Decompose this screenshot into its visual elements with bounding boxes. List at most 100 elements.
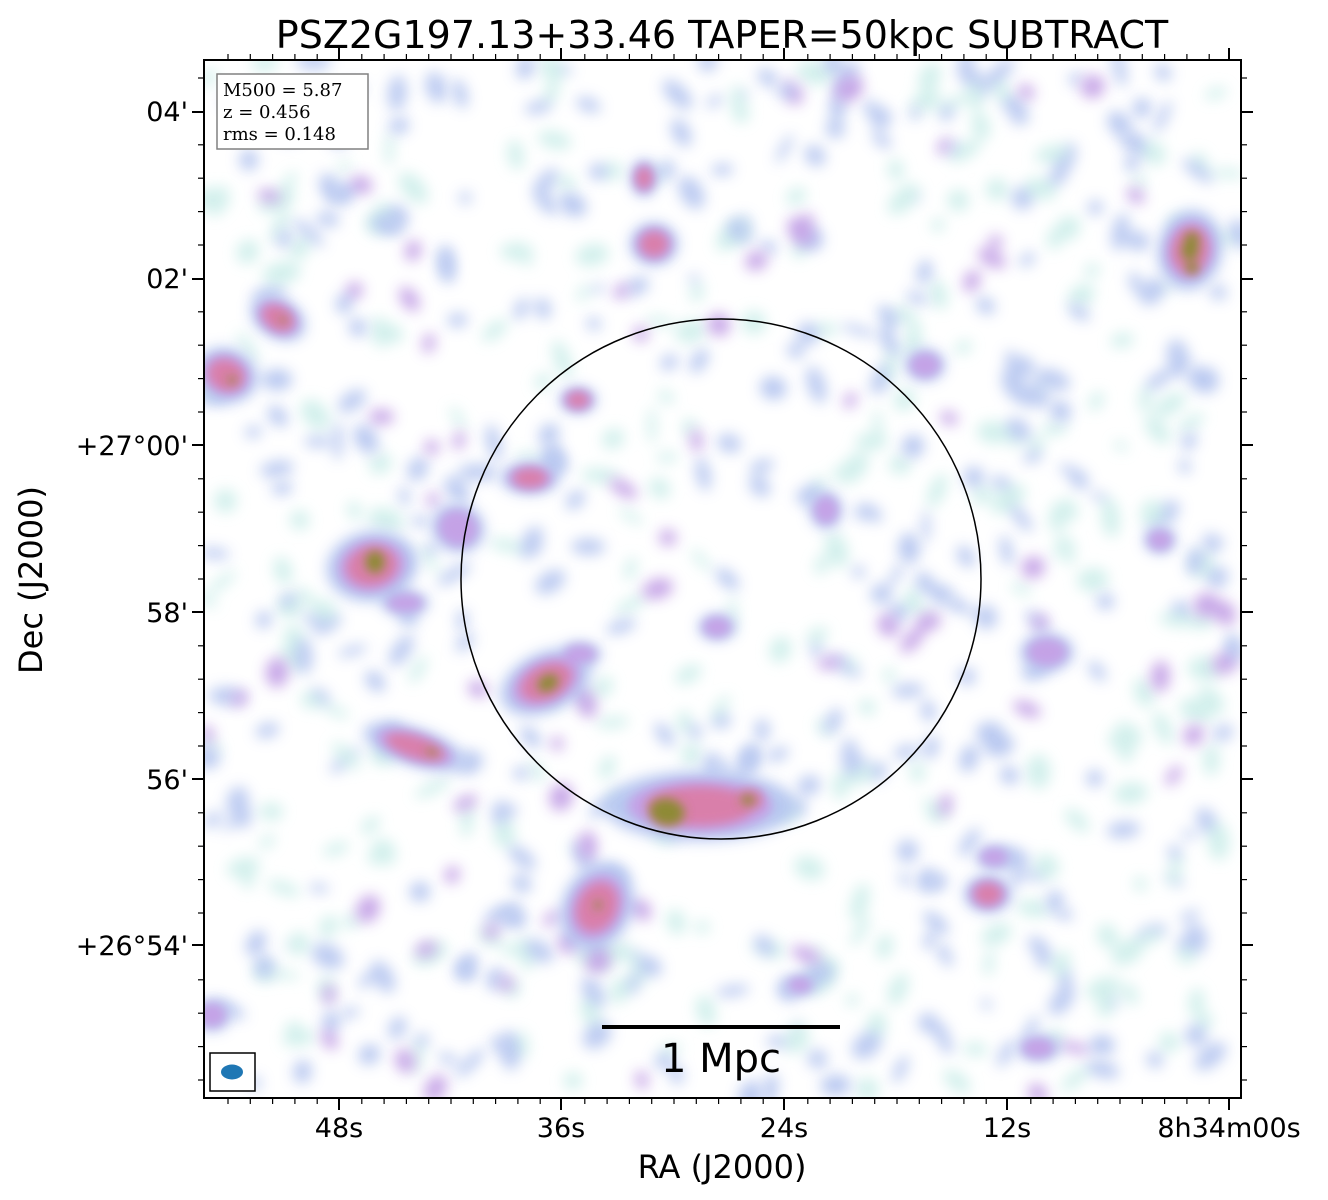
emission-blob bbox=[1111, 60, 1127, 87]
emission-blob bbox=[943, 597, 973, 615]
emission-blob bbox=[959, 744, 979, 773]
emission-blob bbox=[301, 613, 327, 627]
emission-blob bbox=[361, 816, 380, 835]
emission-blob bbox=[323, 841, 349, 857]
emission-blob bbox=[1059, 1041, 1090, 1054]
emission-blob bbox=[558, 174, 575, 192]
emission-blob bbox=[956, 545, 975, 568]
emission-blob bbox=[900, 627, 924, 653]
emission-blob bbox=[1203, 533, 1225, 547]
emission-blob bbox=[915, 612, 942, 632]
emission-blob bbox=[321, 1011, 342, 1031]
r500-circle bbox=[460, 318, 982, 840]
emission-blob bbox=[675, 319, 706, 344]
emission-blob bbox=[1133, 174, 1146, 190]
emission-blob bbox=[1041, 422, 1068, 436]
emission-blob bbox=[838, 452, 869, 484]
emission-blob bbox=[981, 998, 992, 1011]
emission-blob bbox=[660, 354, 679, 371]
emission-blob bbox=[259, 460, 294, 478]
emission-blob bbox=[1068, 72, 1083, 86]
emission-blob bbox=[691, 548, 711, 571]
emission-blob bbox=[591, 283, 605, 294]
emission-blob bbox=[766, 746, 789, 762]
emission-blob bbox=[1097, 923, 1118, 949]
emission-blob bbox=[458, 191, 472, 205]
emission-blob bbox=[455, 952, 478, 980]
emission-blob bbox=[513, 297, 529, 320]
emission-blob bbox=[806, 627, 828, 644]
emission-blob bbox=[1211, 168, 1241, 178]
emission-blob bbox=[261, 369, 293, 391]
emission-blob bbox=[1086, 977, 1122, 1000]
emission-blob bbox=[1177, 413, 1205, 433]
emission-blob bbox=[293, 1059, 312, 1084]
emission-blob bbox=[534, 297, 552, 320]
emission-blob bbox=[1058, 464, 1076, 474]
emission-blob bbox=[277, 229, 292, 248]
emission-blob bbox=[1185, 1024, 1207, 1047]
emission-blob bbox=[525, 938, 554, 963]
emission-blob bbox=[226, 786, 249, 817]
emission-blob bbox=[425, 71, 448, 104]
emission-blob bbox=[887, 973, 909, 1006]
emission-blob bbox=[1138, 278, 1166, 306]
emission-blob bbox=[698, 60, 718, 72]
emission-blob bbox=[1087, 200, 1104, 216]
emission-blob bbox=[609, 478, 638, 499]
emission-blob bbox=[579, 999, 601, 1027]
emission-blob bbox=[537, 674, 559, 692]
emission-blob bbox=[703, 617, 731, 637]
emission-blob bbox=[1202, 744, 1220, 776]
emission-blob bbox=[602, 428, 625, 450]
emission-blob bbox=[776, 83, 795, 98]
emission-blob bbox=[928, 584, 954, 604]
emission-blob bbox=[404, 240, 422, 262]
emission-blob bbox=[1125, 153, 1139, 173]
emission-blob bbox=[251, 60, 279, 72]
emission-blob bbox=[450, 406, 466, 430]
emission-blob bbox=[976, 421, 1010, 444]
emission-blob bbox=[825, 708, 843, 735]
emission-blob bbox=[207, 570, 237, 595]
emission-blob bbox=[558, 192, 587, 217]
emission-blob bbox=[1225, 633, 1240, 662]
emission-blob bbox=[1178, 459, 1191, 474]
emission-blob bbox=[1183, 724, 1205, 746]
y-tick-label-2700: +27°00' bbox=[76, 431, 188, 462]
emission-blob bbox=[947, 189, 970, 212]
emission-blob bbox=[295, 60, 332, 70]
emission-blob bbox=[614, 594, 647, 615]
emission-blob bbox=[659, 1044, 682, 1054]
rms-text: rms = 0.148 bbox=[223, 124, 336, 145]
emission-blob bbox=[689, 283, 705, 302]
emission-blob bbox=[786, 187, 806, 206]
emission-blob bbox=[775, 134, 794, 164]
emission-blob bbox=[923, 931, 936, 950]
emission-blob bbox=[640, 232, 668, 256]
emission-blob bbox=[715, 984, 750, 997]
emission-blob bbox=[980, 848, 1008, 866]
emission-blob bbox=[353, 424, 379, 454]
emission-blob bbox=[1031, 614, 1049, 630]
emission-blob bbox=[939, 793, 953, 817]
emission-blob bbox=[988, 234, 1003, 249]
emission-blob bbox=[1080, 74, 1105, 99]
emission-blob bbox=[595, 676, 613, 698]
emission-blob bbox=[1021, 556, 1045, 579]
emission-blob bbox=[1068, 468, 1089, 490]
emission-blob bbox=[222, 807, 254, 831]
emission-blob bbox=[738, 1080, 763, 1098]
emission-blob bbox=[1028, 437, 1045, 450]
emission-blob bbox=[595, 716, 630, 729]
emission-blob bbox=[1088, 661, 1107, 681]
emission-blob bbox=[1186, 546, 1204, 575]
emission-blob bbox=[343, 913, 361, 929]
emission-blob bbox=[309, 883, 329, 893]
emission-blob bbox=[1016, 899, 1050, 918]
emission-blob bbox=[409, 516, 431, 527]
emission-blob bbox=[976, 297, 996, 315]
emission-blob bbox=[1133, 876, 1147, 892]
x-tick-label-12s: 12s bbox=[983, 1113, 1031, 1144]
emission-blob bbox=[481, 319, 508, 342]
